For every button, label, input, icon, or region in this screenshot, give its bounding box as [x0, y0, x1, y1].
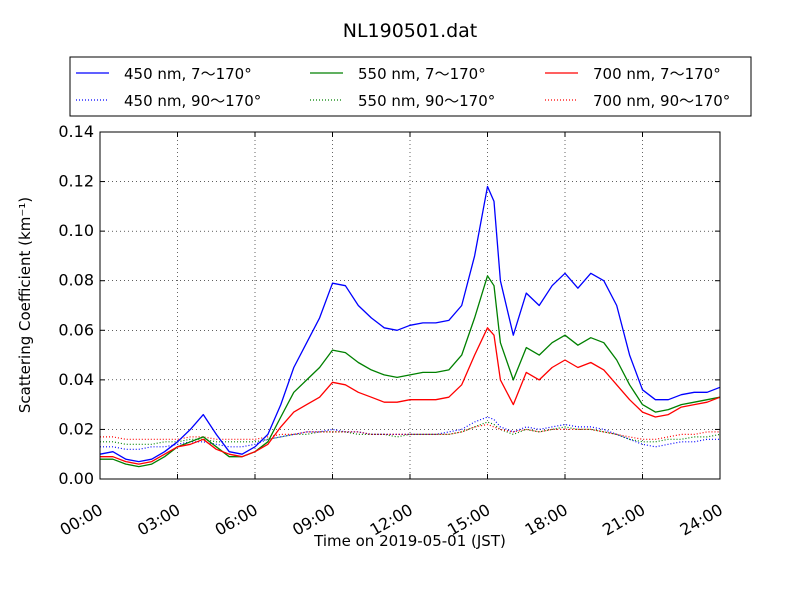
y-tick-label: 0.02: [58, 419, 94, 438]
series-line-1: [100, 275, 721, 468]
chart-title: NL190501.dat: [343, 20, 478, 42]
legend-label: 450 nm, 90～170°: [124, 92, 261, 110]
x-tick-label: 18:00: [522, 500, 571, 540]
x-axis-label: Time on 2019-05-01 (JST): [313, 532, 506, 550]
y-tick-label: 0.00: [58, 469, 94, 488]
y-tick-label: 0.12: [58, 172, 94, 191]
x-tick-label: 21:00: [599, 500, 648, 540]
y-tick-label: 0.10: [58, 221, 94, 240]
x-tick-label: 06:00: [212, 500, 261, 540]
series-line-0: [99, 185, 721, 463]
series-line-5: [100, 423, 720, 440]
x-tick-label: 24:00: [677, 500, 726, 540]
y-tick-label: 0.04: [58, 370, 94, 389]
legend-label: 450 nm, 7～170°: [124, 65, 252, 83]
series-line-2: [100, 327, 721, 465]
x-tick-label: 03:00: [134, 500, 183, 540]
x-tick-label: 00:00: [57, 500, 106, 540]
y-tick-label: 0.08: [58, 271, 94, 290]
legend-label: 700 nm, 90～170°: [593, 92, 730, 110]
legend-label: 550 nm, 7～170°: [358, 65, 486, 83]
y-tick-label: 0.14: [58, 122, 94, 141]
y-axis-label: Scattering Coefficient (km⁻¹): [16, 197, 34, 413]
ticks: 00:00 03:00 06:00 09:00 12:00 15:00 18:00 21:00…: [57, 122, 726, 540]
legend: 450 nm, 7～170° 550 nm, 7～170° 700 nm, 7～17…: [69, 56, 752, 117]
grid: [100, 132, 720, 479]
series-lines: [99, 185, 721, 468]
legend-label: 700 nm, 7～170°: [593, 65, 721, 83]
y-tick-label: 0.06: [58, 320, 94, 339]
legend-box: [69, 56, 752, 117]
legend-label: 550 nm, 90～170°: [358, 92, 495, 110]
